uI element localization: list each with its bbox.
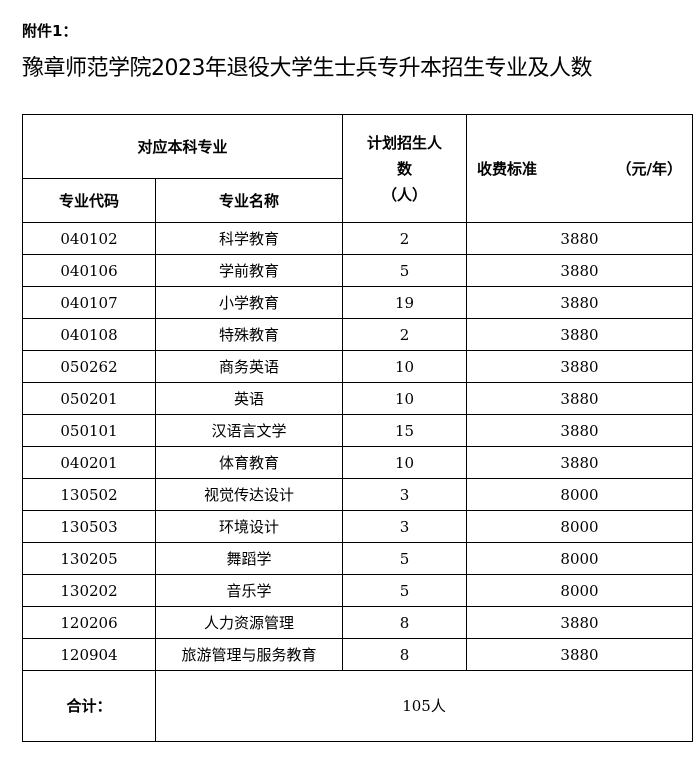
page-title: 豫章师范学院2023年退役大学生士兵专升本招生专业及人数: [22, 56, 593, 81]
cell-name: 科学教育: [154, 222, 344, 255]
cell-code: 040108: [22, 318, 156, 351]
table-row: 120904 旅游管理与服务教育 8 3880: [22, 638, 694, 671]
cell-name: 学前教育: [154, 254, 344, 287]
enrollment-table: 对应本科专业 计划招生人数 （人） 收费标准 （元/年） 专业代码 专业名称 040…: [21, 114, 694, 742]
plan-line: （人）: [382, 185, 428, 204]
table-row: 050201 英语 10 3880: [22, 382, 694, 415]
cell-fee: 3880: [466, 254, 694, 287]
attachment-label: 附件1：: [22, 22, 78, 40]
total-value: 105人: [154, 670, 694, 742]
cell-code: 130502: [22, 478, 156, 511]
plan-line: 数: [397, 159, 413, 178]
table-row: 050101 汉语言文学 15 3880: [22, 414, 694, 447]
cell-code: 050262: [22, 350, 156, 383]
cell-name: 汉语言文学: [154, 414, 344, 447]
cell-code: 120904: [22, 638, 156, 671]
cell-fee: 3880: [466, 382, 694, 415]
cell-fee: 3880: [466, 350, 694, 383]
cell-plan: 5: [342, 542, 468, 575]
cell-plan: 10: [342, 446, 468, 479]
table-row: 040106 学前教育 5 3880: [22, 254, 694, 287]
cell-fee: 8000: [466, 478, 694, 511]
table-row: 130202 音乐学 5 8000: [22, 574, 694, 607]
table-row: 130502 视觉传达设计 3 8000: [22, 478, 694, 511]
cell-fee: 3880: [466, 318, 694, 351]
cell-name: 特殊教育: [154, 318, 344, 351]
cell-fee: 3880: [466, 222, 694, 255]
cell-fee: 8000: [466, 574, 694, 607]
cell-name: 小学教育: [154, 286, 344, 319]
cell-code: 050101: [22, 414, 156, 447]
code-header: 专业代码: [22, 178, 156, 223]
cell-name: 旅游管理与服务教育: [154, 638, 344, 671]
table-row: 040107 小学教育 19 3880: [22, 286, 694, 319]
cell-plan: 10: [342, 382, 468, 415]
cell-fee: 3880: [466, 446, 694, 479]
cell-plan: 5: [342, 574, 468, 607]
plan-header: 计划招生人数 （人）: [342, 114, 468, 223]
cell-code: 040201: [22, 446, 156, 479]
cell-fee: 3880: [466, 606, 694, 639]
name-header: 专业名称: [154, 178, 344, 223]
cell-plan: 2: [342, 318, 468, 351]
cell-name: 人力资源管理: [154, 606, 344, 639]
cell-plan: 8: [342, 606, 468, 639]
cell-code: 040107: [22, 286, 156, 319]
table-row: 050262 商务英语 10 3880: [22, 350, 694, 383]
cell-code: 130205: [22, 542, 156, 575]
cell-name: 舞蹈学: [154, 542, 344, 575]
cell-name: 英语: [154, 382, 344, 415]
cell-fee: 3880: [466, 286, 694, 319]
cell-code: 120206: [22, 606, 156, 639]
cell-fee: 3880: [466, 638, 694, 671]
cell-plan: 2: [342, 222, 468, 255]
plan-line: 计划招生人: [367, 133, 443, 152]
cell-plan: 19: [342, 286, 468, 319]
cell-name: 音乐学: [154, 574, 344, 607]
cell-plan: 5: [342, 254, 468, 287]
cell-plan: 3: [342, 478, 468, 511]
cell-name: 体育教育: [154, 446, 344, 479]
table-row: 120206 人力资源管理 8 3880: [22, 606, 694, 639]
cell-name: 视觉传达设计: [154, 478, 344, 511]
table-row: 040201 体育教育 10 3880: [22, 446, 694, 479]
cell-name: 环境设计: [154, 510, 344, 543]
major-group-header: 对应本科专业: [21, 114, 344, 179]
cell-code: 130503: [22, 510, 156, 543]
cell-code: 130202: [22, 574, 156, 607]
cell-plan: 8: [342, 638, 468, 671]
cell-code: 050201: [22, 382, 156, 415]
fee-unit: （元/年）: [616, 159, 683, 178]
table-row: 130205 舞蹈学 5 8000: [22, 542, 694, 575]
cell-name: 商务英语: [154, 350, 344, 383]
cell-plan: 3: [342, 510, 468, 543]
cell-fee: 8000: [466, 542, 694, 575]
cell-code: 040106: [22, 254, 156, 287]
fee-label: 收费标准: [477, 159, 538, 178]
fee-header: 收费标准 （元/年）: [466, 114, 694, 223]
cell-code: 040102: [22, 222, 156, 255]
total-label: 合计：: [22, 670, 156, 742]
cell-plan: 10: [342, 350, 468, 383]
table-row: 040108 特殊教育 2 3880: [22, 318, 694, 351]
table-row: 040102 科学教育 2 3880: [22, 222, 694, 255]
cell-plan: 15: [342, 414, 468, 447]
cell-fee: 8000: [466, 510, 694, 543]
table-row: 130503 环境设计 3 8000: [22, 510, 694, 543]
cell-fee: 3880: [466, 414, 694, 447]
